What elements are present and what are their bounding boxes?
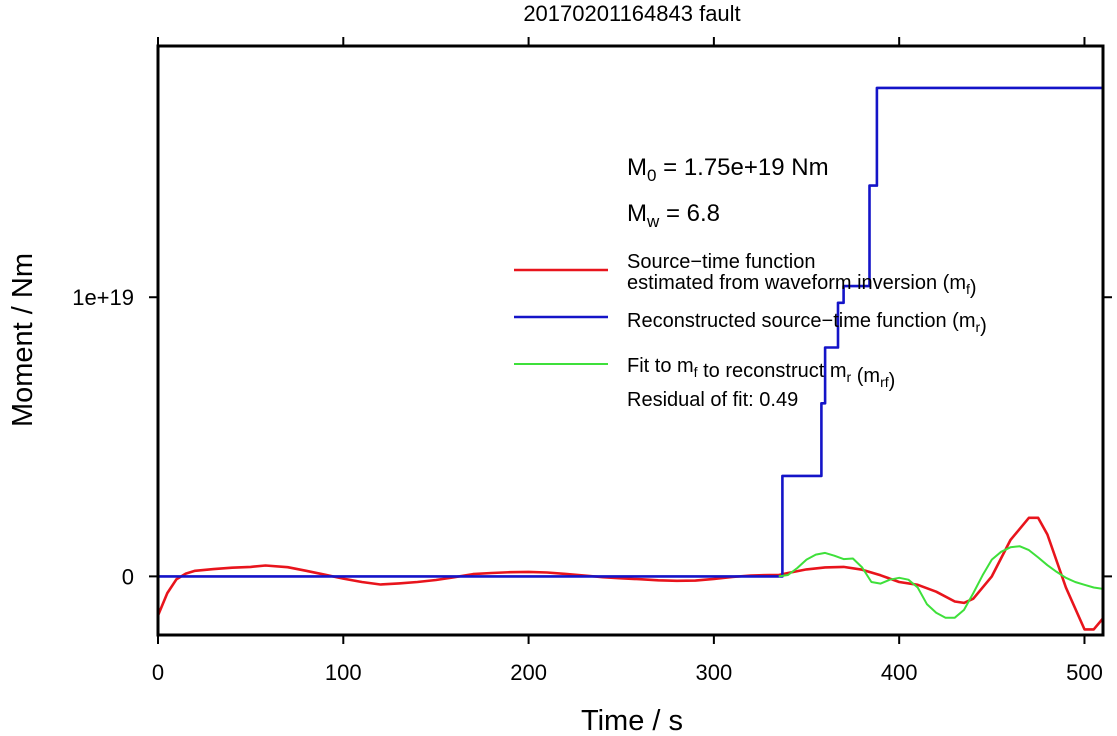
x-axis-label: Time / s [581, 705, 683, 736]
series-line-2 [158, 86, 1103, 578]
x-tick-label: 400 [881, 660, 918, 685]
axis-ticks: 0 100 200 300 400 500 0 1e+19 [72, 37, 1112, 685]
x-tick-label: 200 [510, 660, 547, 685]
y-axis-label: Moment / Nm [7, 253, 39, 427]
x-tick-label: 300 [696, 660, 733, 685]
legend-label: Fit to mf to reconstruct mr (mrf) [627, 355, 895, 392]
legend-label: Reconstructed source−time function (mr) [627, 310, 987, 337]
chart-title: 20170201164843 fault [523, 1, 740, 26]
residual-annotation: Residual of fit: 0.49 [627, 389, 798, 411]
legend-label: Source−time function [627, 251, 815, 273]
y-tick-label: 1e+19 [72, 285, 134, 310]
series-lines [158, 86, 1103, 631]
x-tick-label: 0 [152, 660, 164, 685]
y-tick-label: 0 [122, 564, 134, 589]
moment-magnitude-annotation: Mw = 6.8 [627, 200, 720, 231]
seismic-moment-annotation: M0 = 1.75e+19 Nm [627, 154, 829, 185]
x-tick-label: 500 [1066, 660, 1103, 685]
x-tick-label: 100 [325, 660, 362, 685]
plot-frame [156, 44, 1105, 637]
legend-label: estimated from waveform inversion (mf) [627, 272, 977, 299]
series-line-3 [778, 545, 1103, 619]
